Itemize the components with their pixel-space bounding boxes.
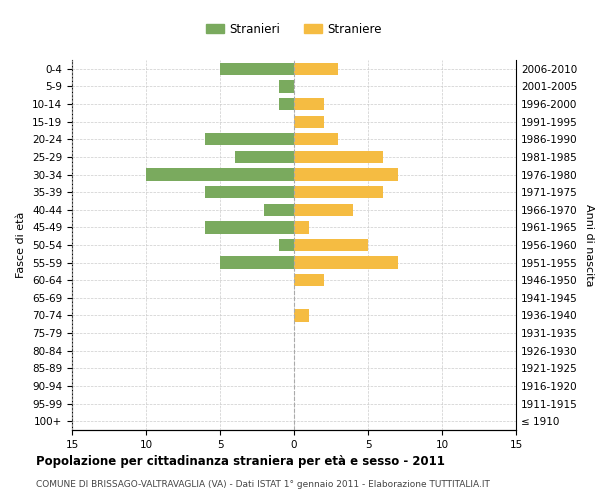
Bar [294, 310, 309, 322]
Bar [294, 150, 383, 163]
Bar [279, 98, 294, 110]
Bar [205, 133, 294, 145]
Legend: Stranieri, Straniere: Stranieri, Straniere [201, 18, 387, 40]
Bar [294, 116, 323, 128]
Bar [294, 239, 368, 251]
Bar [294, 98, 323, 110]
Text: COMUNE DI BRISSAGO-VALTRAVAGLIA (VA) - Dati ISTAT 1° gennaio 2011 - Elaborazione: COMUNE DI BRISSAGO-VALTRAVAGLIA (VA) - D… [36, 480, 490, 489]
Bar [294, 186, 383, 198]
Bar [265, 204, 294, 216]
Bar [294, 133, 338, 145]
Bar [279, 239, 294, 251]
Bar [205, 221, 294, 234]
Y-axis label: Fasce di età: Fasce di età [16, 212, 26, 278]
Bar [146, 168, 294, 180]
Bar [220, 62, 294, 75]
Bar [294, 62, 338, 75]
Bar [294, 204, 353, 216]
Bar [205, 186, 294, 198]
Bar [279, 80, 294, 92]
Bar [294, 168, 398, 180]
Y-axis label: Anni di nascita: Anni di nascita [584, 204, 594, 286]
Bar [294, 256, 398, 269]
Bar [220, 256, 294, 269]
Bar [235, 150, 294, 163]
Bar [294, 221, 309, 234]
Text: Popolazione per cittadinanza straniera per età e sesso - 2011: Popolazione per cittadinanza straniera p… [36, 455, 445, 468]
Bar [294, 274, 323, 286]
